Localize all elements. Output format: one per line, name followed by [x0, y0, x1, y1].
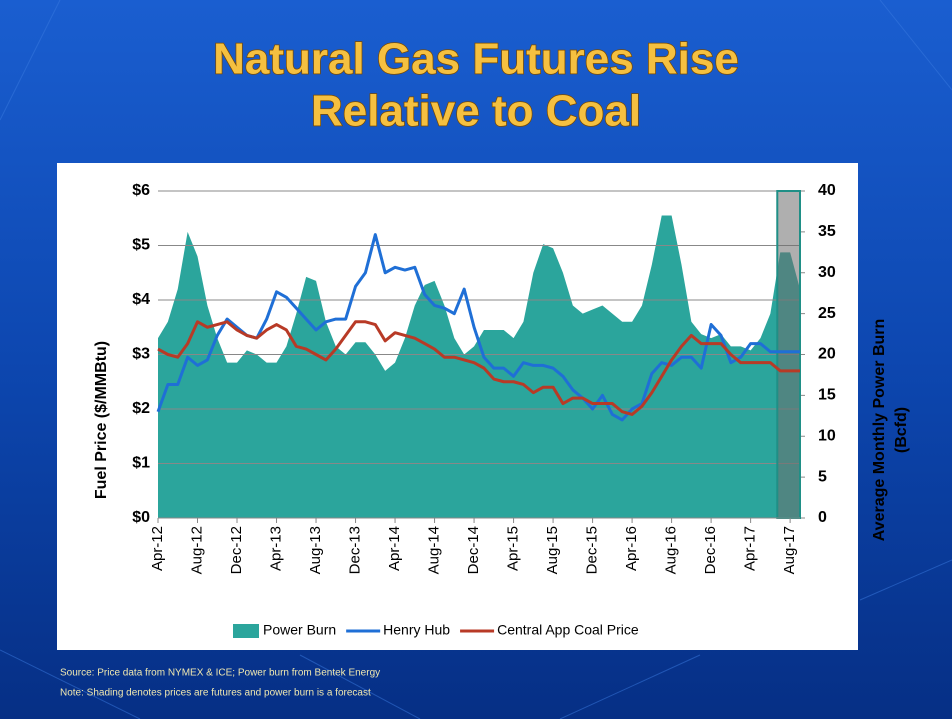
legend-label: Power Burn — [263, 622, 336, 638]
x-tick-label: Aug-15 — [544, 526, 561, 574]
y-tick-label: $0 — [132, 509, 150, 526]
legend-label: Henry Hub — [383, 622, 450, 638]
plot — [156, 190, 805, 523]
x-tick-label: Apr-13 — [267, 526, 284, 571]
y-axis-label: Fuel Price ($/MMBtu) — [93, 341, 110, 499]
x-tick-label: Aug-17 — [781, 526, 798, 574]
x-tick-label: Aug-13 — [307, 526, 324, 574]
x-tick-label: Dec-13 — [347, 526, 364, 574]
line — [156, 233, 800, 422]
y2-tick-label: 35 — [818, 223, 836, 240]
x-tick-label: Dec-14 — [465, 526, 482, 574]
legend-swatch — [233, 624, 259, 638]
title-line: Relative to Coal — [311, 87, 641, 136]
y2-tick-label: 30 — [818, 264, 836, 281]
x-tick-label: Apr-14 — [386, 526, 403, 571]
y2-tick-label: 20 — [818, 346, 836, 363]
x-tick-label: Apr-16 — [623, 526, 640, 571]
y2-tick-label: 25 — [818, 305, 836, 322]
x-tick-label: Aug-14 — [426, 526, 443, 574]
x-tick-label: Apr-17 — [742, 526, 759, 571]
y2-tick-label: 15 — [818, 387, 836, 404]
y2-tick-label: 5 — [818, 468, 827, 485]
forecast-shading — [776, 190, 802, 519]
y-tick-label: $4 — [132, 291, 150, 308]
y-tick-label: $1 — [132, 455, 150, 472]
y2-axis-label: (Bcfd) — [893, 407, 910, 453]
y-tick-label: $3 — [132, 346, 150, 363]
x-tick-label: Aug-12 — [188, 526, 205, 574]
line — [157, 320, 800, 416]
y2-tick-label: 10 — [818, 427, 836, 444]
x-tick-label: Dec-16 — [702, 526, 719, 574]
source-note: Note: Shading denotes prices are futures… — [60, 688, 371, 699]
y-tick-label: $2 — [132, 400, 150, 417]
y-tick-label: $6 — [132, 182, 150, 199]
y2-axis-label: Average Monthly Power Burn — [871, 319, 888, 542]
source-note: Source: Price data from NYMEX & ICE; Pow… — [60, 668, 380, 679]
legend-label: Central App Coal Price — [497, 622, 639, 638]
title: Natural Gas Futures Rise Relative to Coa… — [212, 34, 739, 137]
x-tick-label: Apr-12 — [149, 526, 166, 571]
y2-tick-label: 0 — [818, 509, 827, 526]
y2-tick-label: 40 — [818, 182, 836, 199]
x-tick-label: Dec-12 — [228, 526, 245, 574]
x-tick-label: Apr-15 — [505, 526, 522, 571]
y-tick-label: $5 — [132, 237, 150, 254]
x-tick-label: Dec-15 — [584, 526, 601, 574]
x-tick-label: Aug-16 — [663, 526, 680, 574]
title-line: Natural Gas Futures Rise — [213, 35, 739, 84]
